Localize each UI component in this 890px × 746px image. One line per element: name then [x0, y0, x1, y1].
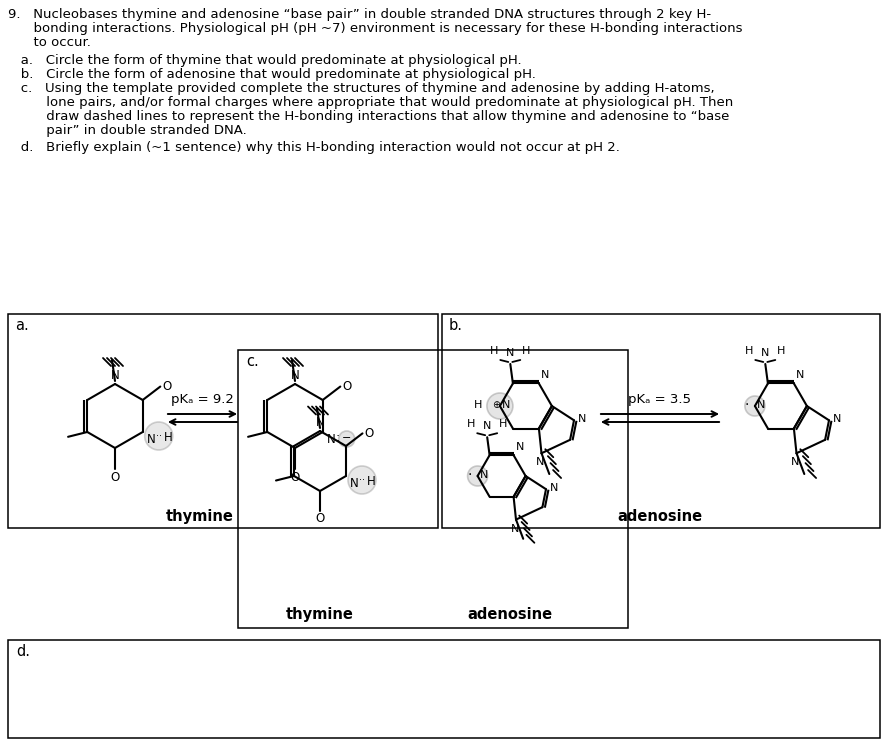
Text: to occur.: to occur.	[8, 36, 91, 49]
Bar	[238, 350, 628, 628]
Circle shape	[145, 422, 173, 450]
Text: N: N	[291, 369, 299, 382]
Text: ·: ·	[745, 398, 749, 412]
Bar	[442, 314, 880, 528]
Text: N: N	[350, 477, 359, 490]
Text: a.   Circle the form of thymine that would predominate at physiological pH.: a. Circle the form of thymine that would…	[8, 54, 522, 67]
Text: 9.   Nucleobases thymine and adenosine “base pair” in double stranded DNA struct: 9. Nucleobases thymine and adenosine “ba…	[8, 8, 711, 21]
Text: N: N	[511, 524, 519, 533]
Text: ⊕: ⊕	[492, 400, 500, 410]
Text: N: N	[833, 414, 841, 424]
Circle shape	[745, 396, 765, 416]
Circle shape	[339, 431, 355, 447]
Text: N: N	[756, 400, 765, 410]
Text: d.   Briefly explain (~1 sentence) why this H-bonding interaction would not occu: d. Briefly explain (~1 sentence) why thi…	[8, 141, 619, 154]
Text: N: N	[316, 416, 324, 429]
Text: thymine: thymine	[286, 607, 354, 622]
Text: a.: a.	[15, 318, 28, 333]
Text: :: :	[336, 431, 340, 444]
Text: N: N	[761, 348, 770, 358]
Text: O: O	[290, 471, 300, 484]
Text: ··: ··	[156, 431, 162, 441]
Text: O: O	[365, 427, 374, 440]
Text: H: H	[473, 400, 481, 410]
Text: N: N	[541, 371, 549, 380]
Text: H: H	[499, 419, 507, 429]
Text: N: N	[506, 348, 514, 358]
Text: b.: b.	[449, 318, 463, 333]
Text: adenosine: adenosine	[467, 607, 553, 622]
Text: N: N	[550, 483, 558, 493]
Text: H: H	[467, 419, 475, 429]
Text: H: H	[522, 346, 530, 356]
Text: ·: ·	[467, 468, 472, 482]
Text: N: N	[537, 457, 545, 467]
Text: N: N	[480, 470, 488, 480]
Text: N: N	[147, 433, 156, 446]
Text: N: N	[796, 371, 805, 380]
Text: O: O	[315, 513, 325, 525]
Text: b.   Circle the form of adenosine that would predominate at physiological pH.: b. Circle the form of adenosine that wou…	[8, 68, 536, 81]
Text: H: H	[745, 346, 753, 356]
Text: N: N	[483, 421, 491, 431]
Text: O: O	[162, 380, 172, 393]
Text: H: H	[490, 346, 498, 356]
Text: c.   Using the template provided complete the structures of thymine and adenosin: c. Using the template provided complete …	[8, 82, 715, 95]
Text: N: N	[502, 400, 510, 410]
Text: pKₐ = 3.5: pKₐ = 3.5	[628, 393, 692, 406]
Text: ··: ··	[359, 475, 365, 485]
Text: N: N	[327, 433, 336, 446]
Text: draw dashed lines to represent the H-bonding interactions that allow thymine and: draw dashed lines to represent the H-bon…	[8, 110, 730, 123]
Text: bonding interactions. Physiological pH (pH ~7) environment is necessary for thes: bonding interactions. Physiological pH (…	[8, 22, 742, 35]
Text: adenosine: adenosine	[618, 509, 702, 524]
Text: O: O	[110, 471, 119, 484]
Circle shape	[487, 393, 513, 419]
Text: N: N	[578, 414, 587, 424]
Bar	[8, 314, 438, 528]
Text: lone pairs, and/or formal charges where appropriate that would predominate at ph: lone pairs, and/or formal charges where …	[8, 96, 733, 109]
Text: d.: d.	[16, 644, 30, 659]
Text: O: O	[343, 380, 352, 393]
Text: pair” in double stranded DNA.: pair” in double stranded DNA.	[8, 124, 247, 137]
Text: H: H	[777, 346, 786, 356]
Circle shape	[348, 466, 376, 494]
Bar	[8, 640, 880, 738]
Text: H: H	[367, 475, 376, 488]
Text: N: N	[110, 369, 119, 382]
Text: c.: c.	[246, 354, 259, 369]
Text: H: H	[164, 431, 173, 444]
Text: N: N	[791, 457, 800, 467]
Circle shape	[467, 466, 488, 486]
Text: N: N	[515, 442, 524, 452]
Text: pKₐ = 9.2: pKₐ = 9.2	[171, 393, 233, 406]
Text: thymine: thymine	[166, 509, 234, 524]
Text: −: −	[342, 433, 352, 443]
